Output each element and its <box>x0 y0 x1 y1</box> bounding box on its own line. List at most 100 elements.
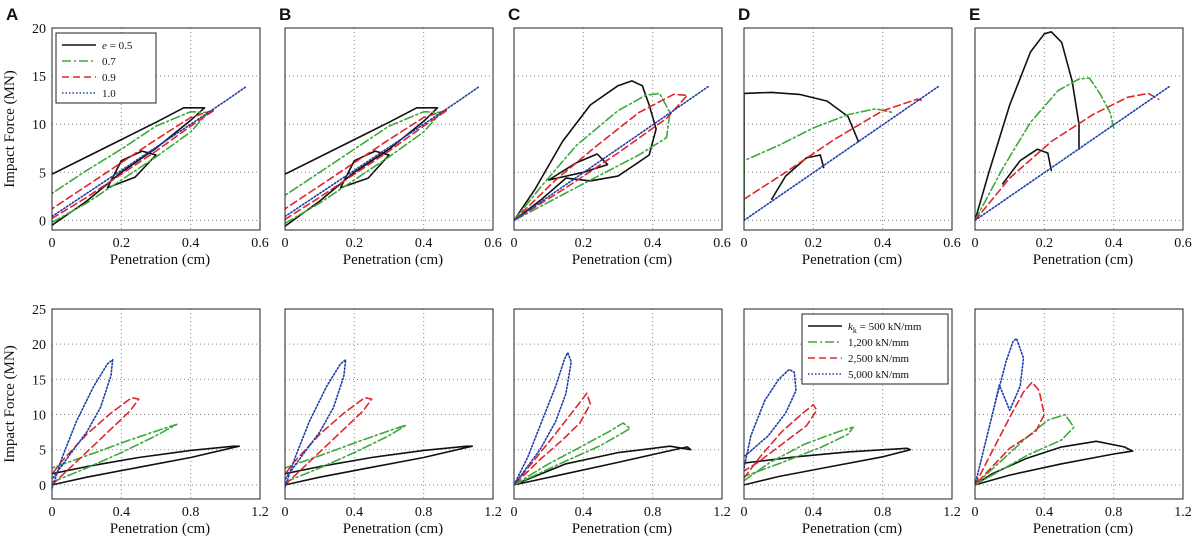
series-line-e-0-5-inner <box>106 150 157 189</box>
panel-bottom-B: 0 0.4 0.8 1.2 Penetration (cm) <box>282 308 502 537</box>
series-line-1-200-kn-mm <box>52 423 178 483</box>
series-line-e-0-9 <box>744 98 926 200</box>
x-tick-label: 0 <box>282 236 289 251</box>
legend-label: 1,200 kN/mm <box>848 337 910 349</box>
x-tick-label: 0.2 <box>346 236 364 251</box>
series-group <box>744 368 912 486</box>
legend-label: 0.9 <box>102 72 116 84</box>
series-line-e-0-7 <box>975 77 1115 222</box>
legend-label: 0.7 <box>102 56 116 68</box>
series-line-e-0-7 <box>744 108 894 222</box>
series-line-5-000-kn-mm <box>285 358 347 488</box>
y-axis-label: Impact Force (MN) <box>2 70 18 187</box>
series-line-e-1-0 <box>52 85 247 218</box>
series-line-500-kn-mm <box>285 445 473 486</box>
y-tick-label: 5 <box>39 166 46 181</box>
series-line-1-200-kn-mm <box>514 422 631 486</box>
x-tick-label: 1.2 <box>1174 505 1192 520</box>
series-line-2-500-kn-mm <box>52 396 140 486</box>
y-axis-label: Impact Force (MN) <box>2 345 18 462</box>
x-tick-label: 1.2 <box>251 505 269 520</box>
x-tick-label: 0 <box>282 505 289 520</box>
axes-frame <box>513 27 723 231</box>
series-line-e-0-9 <box>285 109 449 221</box>
series-line-e-0-7 <box>514 92 671 222</box>
x-tick-label: 0.4 <box>644 236 662 251</box>
x-tick-label: 0.4 <box>874 236 892 251</box>
legend-label: 2,500 kN/mm <box>848 353 910 365</box>
series-line-e-0-9 <box>52 109 216 220</box>
x-tick-label: 0 <box>741 505 748 520</box>
legend-prefix: e <box>102 40 107 52</box>
panel-top-E: E 0 0.2 0.4 0.6 Penetration (cm) <box>969 5 1192 268</box>
x-tick-label: 0 <box>49 236 56 251</box>
x-tick-label: 0.6 <box>251 236 269 251</box>
y-tick-label: 10 <box>32 118 46 133</box>
series-group <box>975 337 1134 486</box>
axes-frame <box>743 27 953 231</box>
x-tick-label: 0.2 <box>113 236 131 251</box>
x-tick-label: 0.2 <box>1036 236 1054 251</box>
panel-top-D: D 0 0.2 0.4 0.6 Penetration (cm) <box>738 5 961 268</box>
legend-text: 2,500 kN/mm <box>848 353 910 365</box>
legend-label: 1.0 <box>102 88 116 100</box>
axes-frame <box>743 308 953 500</box>
x-tick-label: 0.4 <box>182 236 200 251</box>
x-tick-label: 0.6 <box>1174 236 1192 251</box>
x-axis-label: Penetration (cm) <box>1033 521 1133 537</box>
series-line-500-kn-mm <box>975 440 1134 486</box>
axes-frame <box>284 27 494 231</box>
series-line-e-0-5 <box>975 31 1080 222</box>
panel-top-A: A 0 0.2 0.4 0.6 0 5 10 15 20 Impact Force (MN) Pene… <box>2 5 269 268</box>
x-axis-label: Penetration (cm) <box>572 252 672 268</box>
panel-bottom-D: 0 0.4 0.8 1.2 Penetration (cm) kk = 500 kN/mm… <box>741 308 961 537</box>
series-line-e-0-5-inner <box>770 154 825 200</box>
y-tick-label: 25 <box>32 303 46 318</box>
x-tick-label: 0.8 <box>182 505 200 520</box>
x-tick-label: 0 <box>511 236 518 251</box>
legend: kk = 500 kN/mm 1,200 kN/mm 2,500 kN/mm 5,00… <box>801 313 949 385</box>
series-group <box>52 358 240 490</box>
x-tick-label: 0.6 <box>484 236 502 251</box>
x-tick-label: 0.4 <box>346 505 364 520</box>
panel-letter-B: B <box>279 5 291 24</box>
y-tick-label: 20 <box>32 338 46 353</box>
panel-letter-A: A <box>6 5 18 24</box>
series-line-e-0-5 <box>744 91 860 222</box>
series-line-e-0-5-inner <box>1001 148 1053 185</box>
series-line-5-000-kn-mm <box>514 351 572 486</box>
x-tick-label: 0.2 <box>575 236 593 251</box>
y-tick-label: 0 <box>39 214 46 229</box>
series-group <box>744 85 939 222</box>
x-tick-label: 0 <box>49 505 56 520</box>
x-tick-label: 0.4 <box>1105 236 1123 251</box>
series-line-500-kn-mm <box>52 445 240 486</box>
x-tick-label: 0 <box>972 505 979 520</box>
x-tick-label: 0 <box>972 236 979 251</box>
y-tick-label: 10 <box>32 409 46 424</box>
panel-letter-D: D <box>738 5 750 24</box>
series-line-e-1-0 <box>975 85 1170 222</box>
series-group <box>514 351 692 486</box>
series-line-e-1-0 <box>744 85 939 222</box>
x-axis-label: Penetration (cm) <box>1033 252 1133 268</box>
x-tick-label: 1.2 <box>713 505 731 520</box>
x-tick-label: 0.4 <box>805 505 823 520</box>
series-group <box>52 85 247 226</box>
legend-text: = 0.5 <box>107 40 133 52</box>
axes-frame <box>51 308 261 500</box>
series-line-1-200-kn-mm <box>744 426 854 482</box>
panel-letter-E: E <box>969 5 980 24</box>
y-tick-label: 0 <box>39 479 46 494</box>
legend-label: kk = 500 kN/mm <box>848 321 922 335</box>
x-axis-label: Penetration (cm) <box>343 521 443 537</box>
legend-label: e = 0.5 <box>102 40 133 52</box>
panel-bottom-C: 0 0.4 0.8 1.2 Penetration (cm) <box>511 308 731 537</box>
x-tick-label: 0.4 <box>415 236 433 251</box>
x-tick-label: 0.4 <box>113 505 131 520</box>
y-tick-label: 5 <box>39 444 46 459</box>
x-tick-label: 0.8 <box>874 505 892 520</box>
series-line-1-200-kn-mm <box>975 413 1075 486</box>
axes-frame <box>974 27 1184 231</box>
